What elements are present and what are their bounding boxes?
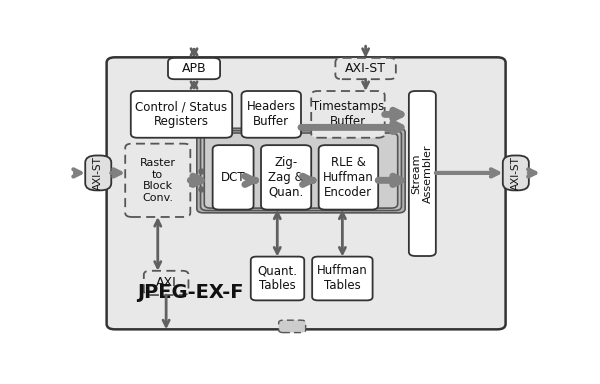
FancyBboxPatch shape	[503, 156, 529, 190]
Text: Huffman
Tables: Huffman Tables	[317, 265, 368, 293]
FancyBboxPatch shape	[204, 133, 398, 208]
Text: Raster
to
Block
Conv.: Raster to Block Conv.	[140, 158, 176, 203]
FancyBboxPatch shape	[168, 58, 220, 79]
FancyBboxPatch shape	[131, 91, 232, 138]
FancyBboxPatch shape	[319, 145, 378, 210]
FancyBboxPatch shape	[85, 156, 111, 190]
FancyBboxPatch shape	[409, 91, 436, 256]
Text: AXI-ST: AXI-ST	[511, 156, 521, 190]
FancyBboxPatch shape	[241, 91, 301, 138]
FancyBboxPatch shape	[311, 91, 385, 138]
FancyBboxPatch shape	[251, 257, 304, 300]
Text: JPEG-EX-F: JPEG-EX-F	[137, 283, 244, 301]
FancyBboxPatch shape	[144, 271, 188, 295]
Text: APB: APB	[182, 62, 206, 75]
FancyBboxPatch shape	[312, 257, 373, 300]
FancyBboxPatch shape	[125, 144, 190, 217]
FancyBboxPatch shape	[335, 58, 396, 79]
Text: DCT: DCT	[221, 171, 245, 184]
FancyBboxPatch shape	[261, 145, 311, 210]
Text: Stream
Assembler: Stream Assembler	[412, 144, 433, 203]
FancyBboxPatch shape	[200, 131, 401, 210]
Text: Quant.
Tables: Quant. Tables	[257, 265, 298, 293]
Text: AXI: AXI	[156, 276, 176, 290]
FancyBboxPatch shape	[107, 57, 506, 329]
Text: RLE &
Huffman
Encoder: RLE & Huffman Encoder	[323, 156, 374, 199]
Text: Headers
Buffer: Headers Buffer	[247, 100, 296, 128]
Text: AXI-ST: AXI-ST	[345, 62, 386, 75]
Text: Zig-
Zag &
Quan.: Zig- Zag & Quan.	[268, 156, 304, 199]
Text: Control / Status
Registers: Control / Status Registers	[136, 100, 227, 128]
FancyBboxPatch shape	[197, 128, 405, 213]
Text: AXI-ST: AXI-ST	[93, 156, 103, 190]
FancyBboxPatch shape	[278, 320, 305, 333]
FancyBboxPatch shape	[212, 145, 254, 210]
Text: Timestamps
Buffer: Timestamps Buffer	[312, 100, 384, 128]
